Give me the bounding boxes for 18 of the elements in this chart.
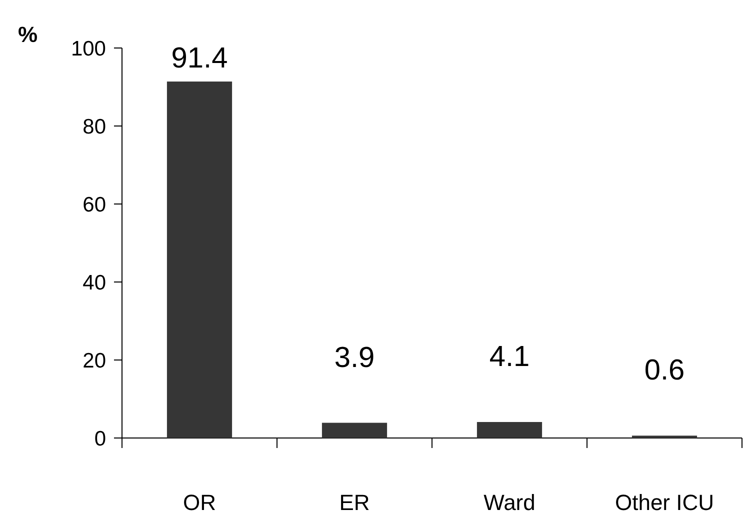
y-tick-label: 0	[94, 427, 106, 450]
y-tick-label: 20	[82, 349, 106, 372]
y-tick-label: 40	[82, 271, 106, 294]
x-tick-label: OR	[183, 490, 216, 515]
y-tick-label: 80	[82, 115, 106, 138]
x-tick-label: Ward	[484, 490, 536, 515]
bar	[166, 82, 232, 438]
x-tick-label: ER	[339, 490, 370, 515]
data-label: 4.1	[489, 341, 530, 374]
y-tick-label: 60	[82, 193, 106, 216]
data-label: 0.6	[644, 354, 685, 387]
data-label: 3.9	[334, 342, 375, 374]
bar	[322, 422, 388, 438]
y-axis-title: %	[18, 22, 38, 47]
y-tick-label: 100	[70, 37, 106, 60]
bar	[476, 422, 542, 438]
data-label: 91.4	[171, 42, 228, 75]
x-tick-label: Other ICU	[614, 490, 714, 515]
